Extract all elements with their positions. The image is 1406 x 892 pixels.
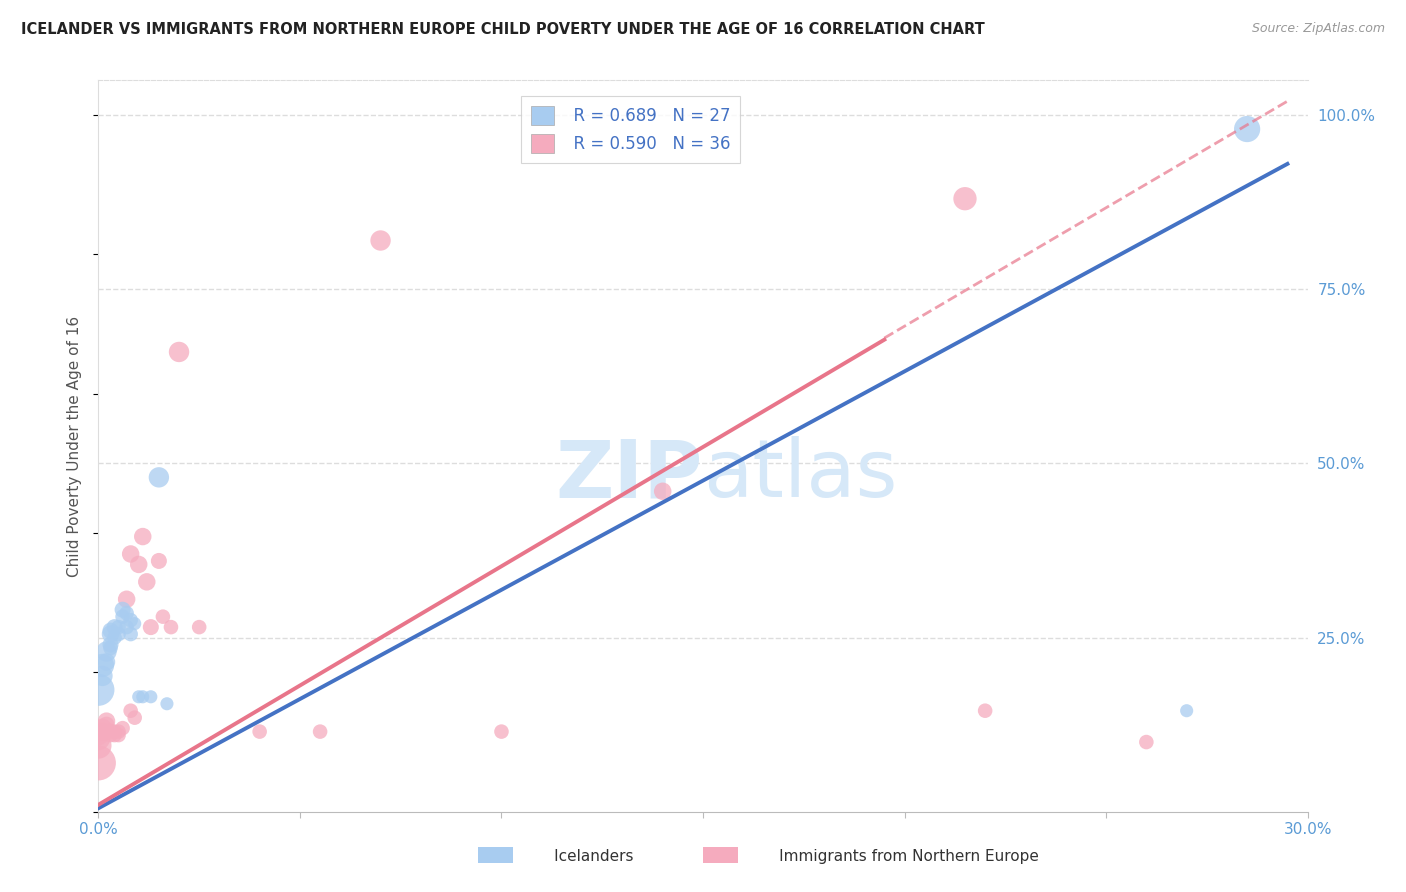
Point xyxy=(953,192,976,206)
Point xyxy=(87,731,110,746)
Point xyxy=(96,655,118,669)
Point xyxy=(103,631,125,645)
Point xyxy=(167,345,190,359)
Point xyxy=(148,554,170,568)
Point xyxy=(132,530,155,544)
Point xyxy=(111,721,134,735)
Text: atlas: atlas xyxy=(703,436,897,515)
Point xyxy=(1135,735,1157,749)
Point xyxy=(87,756,110,770)
Y-axis label: Child Poverty Under the Age of 16: Child Poverty Under the Age of 16 xyxy=(67,316,83,576)
Point xyxy=(107,728,129,742)
Point xyxy=(1175,704,1198,718)
Point xyxy=(152,609,174,624)
Text: Source: ZipAtlas.com: Source: ZipAtlas.com xyxy=(1251,22,1385,36)
Point xyxy=(100,638,122,652)
Point xyxy=(1236,122,1258,136)
Point xyxy=(103,724,125,739)
Point xyxy=(107,620,129,634)
Point xyxy=(188,620,211,634)
Point xyxy=(491,724,513,739)
Text: Immigrants from Northern Europe: Immigrants from Northern Europe xyxy=(745,849,1039,863)
Legend:   R = 0.689   N = 27,   R = 0.590   N = 36: R = 0.689 N = 27, R = 0.590 N = 36 xyxy=(520,96,740,162)
Point xyxy=(139,620,162,634)
Point xyxy=(120,627,142,641)
Point xyxy=(111,609,134,624)
Point xyxy=(100,724,122,739)
Point xyxy=(124,616,146,631)
Point xyxy=(96,717,118,731)
Point xyxy=(115,592,138,607)
Text: ZIP: ZIP xyxy=(555,436,703,515)
Point xyxy=(160,620,183,634)
Point xyxy=(156,697,179,711)
Point xyxy=(96,644,118,658)
Point xyxy=(974,704,997,718)
Point xyxy=(128,690,150,704)
Point xyxy=(87,728,110,742)
Point xyxy=(309,724,332,739)
Point xyxy=(100,640,122,655)
Point xyxy=(107,724,129,739)
Point xyxy=(128,558,150,572)
Point xyxy=(91,669,114,683)
Point xyxy=(132,690,155,704)
Point xyxy=(148,470,170,484)
Point xyxy=(91,658,114,673)
Point xyxy=(87,682,110,697)
Point xyxy=(100,728,122,742)
Point xyxy=(120,704,142,718)
Text: ICELANDER VS IMMIGRANTS FROM NORTHERN EUROPE CHILD POVERTY UNDER THE AGE OF 16 C: ICELANDER VS IMMIGRANTS FROM NORTHERN EU… xyxy=(21,22,984,37)
Text: Icelanders: Icelanders xyxy=(520,849,634,863)
Point xyxy=(115,620,138,634)
Point xyxy=(107,627,129,641)
Point xyxy=(91,724,114,739)
Point xyxy=(139,690,162,704)
Point xyxy=(87,739,110,753)
Point xyxy=(96,714,118,728)
Point xyxy=(370,234,392,248)
Point xyxy=(124,711,146,725)
Point xyxy=(100,627,122,641)
Point xyxy=(115,606,138,620)
Point xyxy=(103,728,125,742)
Point xyxy=(91,721,114,735)
Point xyxy=(100,624,122,638)
Point xyxy=(111,603,134,617)
Point xyxy=(135,574,157,589)
Point xyxy=(103,620,125,634)
Point xyxy=(249,724,271,739)
Point xyxy=(120,613,142,627)
Point xyxy=(120,547,142,561)
Point xyxy=(651,484,673,499)
